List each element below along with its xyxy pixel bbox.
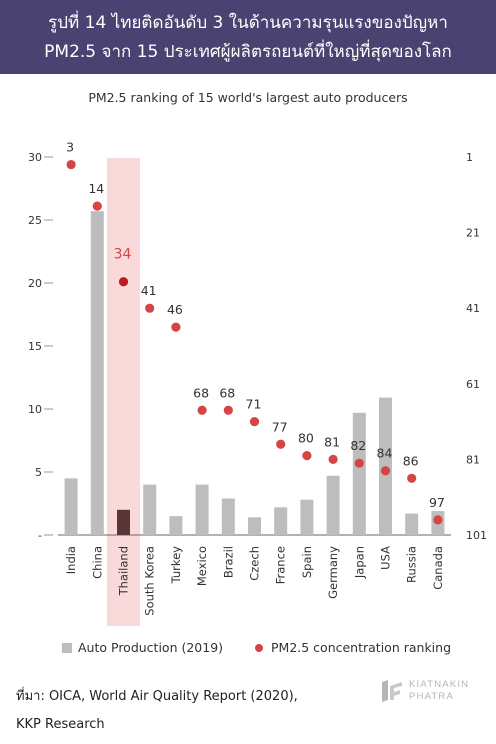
chart-title: PM2.5 ranking of 15 world's largest auto… [88, 90, 408, 105]
category-label-south-korea: South Korea [143, 546, 157, 616]
left-axis-tick-label: 10 [28, 403, 42, 416]
dot-spain [302, 451, 312, 461]
right-axis-tick-label: 21 [466, 227, 480, 240]
dot-south-korea [145, 303, 155, 313]
bar-china [90, 211, 104, 535]
bar-turkey [169, 516, 183, 535]
bar-south-korea [143, 484, 157, 535]
data-label-china: 14 [88, 181, 104, 196]
legend-bar-label: Auto Production (2019) [78, 640, 224, 655]
bar-brazil [221, 498, 235, 535]
dot-russia [407, 473, 417, 483]
data-label-canada: 97 [429, 495, 445, 510]
category-label-spain: Spain [300, 546, 314, 578]
legend-dot-swatch [255, 643, 263, 652]
dot-usa [380, 466, 391, 476]
dot-japan [354, 458, 364, 468]
data-label-france: 77 [272, 419, 288, 434]
company-logo: KIATNAKIN PHATRA [380, 678, 469, 704]
legend-item-bars: Auto Production (2019) [62, 640, 223, 655]
legend-bar-swatch [62, 642, 72, 653]
bar-germany [326, 475, 340, 535]
highlight-band [107, 158, 140, 626]
category-label-thailand: Thailand [117, 546, 131, 596]
category-label-brazil: Brazil [221, 546, 235, 578]
data-label-czech: 71 [246, 397, 262, 412]
data-label-usa: 84 [377, 446, 393, 461]
bar-czech [248, 517, 261, 535]
dot-turkey [171, 322, 181, 332]
left-axis-tick-label: 30 [28, 151, 42, 164]
category-label-turkey: Turkey [169, 546, 183, 585]
dot-india [66, 159, 76, 170]
left-axis-tick-label: 15 [28, 340, 42, 353]
data-label-mexico: 68 [193, 385, 209, 400]
data-label-japan: 82 [350, 438, 366, 453]
right-axis-tick-label: 1 [466, 151, 473, 164]
bar-spain [300, 499, 314, 535]
dot-france [276, 439, 286, 449]
data-label-germany: 81 [324, 434, 340, 449]
dot-thailand [118, 277, 129, 287]
category-label-china: China [90, 546, 104, 579]
logo-name-line1: KIATNAKIN [409, 679, 470, 690]
legend-item-dots: PM2.5 concentration ranking [255, 640, 451, 655]
category-label-czech: Czech [248, 546, 262, 581]
left-axis-tick-label: - [38, 529, 42, 542]
category-label-india: India [64, 546, 78, 574]
data-label-south-korea: 41 [141, 283, 157, 298]
logo-name-line2: PHATRA [409, 691, 455, 702]
category-label-mexico: Mexico [195, 546, 209, 586]
legend-dot-label: PM2.5 concentration ranking [271, 640, 452, 655]
right-axis-tick-label: 81 [466, 453, 480, 466]
bar-france [274, 507, 288, 535]
bar-thailand [117, 509, 130, 535]
data-label-turkey: 46 [167, 302, 183, 317]
source-line2: KKP Research [16, 717, 105, 732]
data-label-russia: 86 [403, 453, 419, 468]
dot-germany [328, 454, 338, 464]
dot-brazil [223, 405, 233, 415]
left-axis-tick-label: 25 [28, 214, 42, 227]
source-note: ที่มา: OICA, World Air Quality Report (2… [16, 683, 298, 739]
category-label-france: France [274, 546, 288, 584]
right-axis-tick-label: 101 [466, 529, 487, 542]
logo-mark-icon [382, 680, 402, 702]
source-line1: ที่มา: OICA, World Air Quality Report (2… [16, 689, 298, 704]
dot-mexico [197, 405, 207, 415]
dot-canada [433, 515, 443, 525]
left-axis-tick-label: 5 [35, 466, 42, 479]
chart-canvas: - 5 10 15 20 25 30 1 21 41 61 81 101 3 India 14 China 34 T… [28, 140, 487, 626]
dot-china [92, 201, 102, 211]
data-label-india: 3 [66, 140, 74, 155]
bar-japan [352, 412, 366, 535]
dot-czech [249, 417, 260, 427]
header-title-line1: รูปที่ 14 ไทยติดอันดับ 3 ในด้านความรุนแร… [48, 13, 448, 33]
bar-russia [405, 513, 419, 535]
right-axis-tick-label: 61 [466, 378, 480, 391]
left-axis-tick-label: 20 [28, 277, 42, 290]
data-label-thailand: 34 [114, 247, 132, 263]
header-banner: รูปที่ 14 ไทยติดอันดับ 3 ในด้านความรุนแร… [0, 0, 496, 74]
bar-india [64, 478, 78, 535]
category-label-germany: Germany [326, 546, 340, 599]
category-label-japan: Japan [352, 546, 366, 579]
data-label-spain: 80 [298, 431, 314, 446]
data-label-brazil: 68 [219, 385, 235, 400]
header-title-line2: PM2.5 จาก 15 ประเทศผู้ผลิตรถยนต์ที่ใหญ่ท… [44, 42, 452, 62]
right-axis-tick-label: 41 [466, 302, 480, 315]
category-label-russia: Russia [405, 546, 419, 583]
bar-mexico [195, 484, 209, 535]
category-label-canada: Canada [431, 546, 445, 590]
category-label-usa: USA [379, 546, 393, 570]
